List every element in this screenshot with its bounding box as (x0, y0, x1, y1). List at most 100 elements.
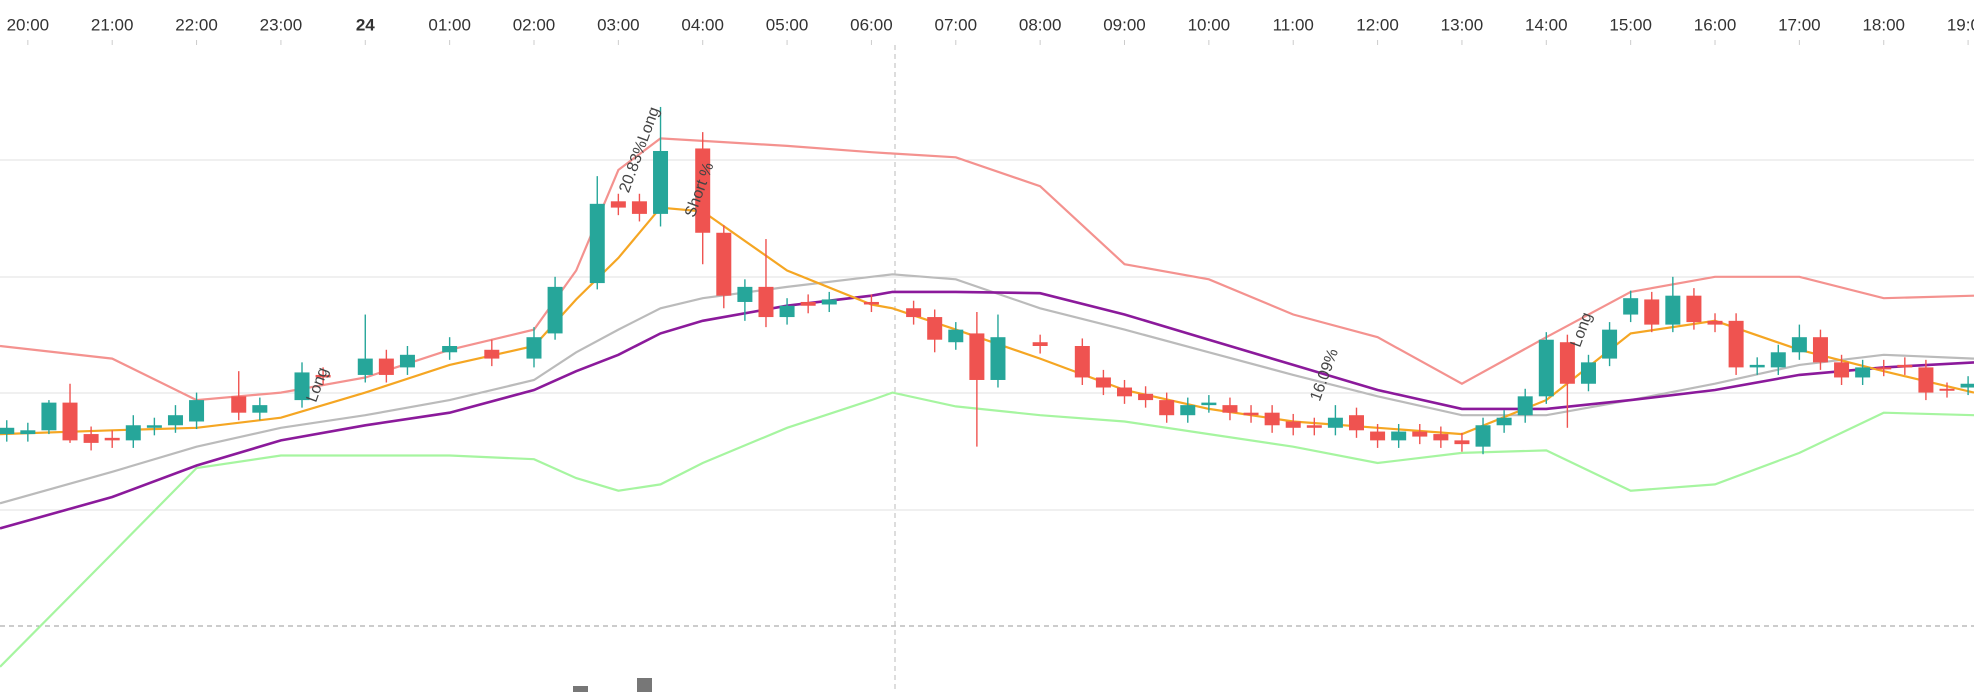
candle-body (653, 150, 669, 214)
candle-body (1412, 431, 1428, 437)
x-tick-label: 14:00 (1525, 15, 1568, 34)
x-tick-label: 24 (356, 15, 375, 34)
candle-body (1855, 367, 1871, 378)
candle-body (1918, 367, 1934, 393)
candle-body (927, 317, 943, 340)
x-tick-label: 08:00 (1019, 15, 1062, 34)
candle-body (1939, 388, 1955, 391)
candle-body (1644, 299, 1660, 325)
x-tick-label: 13:00 (1441, 15, 1484, 34)
candle-body (990, 337, 1006, 380)
candle-body (821, 299, 837, 305)
candle-body (1834, 362, 1850, 378)
candle-body (231, 396, 247, 413)
candle-body (1960, 383, 1974, 388)
candle-body (1117, 387, 1133, 397)
candle-body (104, 437, 120, 441)
candle-body (315, 374, 331, 378)
candle-body (20, 430, 36, 435)
candle-body (631, 201, 647, 214)
candle-body (1791, 337, 1807, 353)
candle-body (1602, 329, 1618, 359)
candle-body (1074, 346, 1090, 378)
candle-body (167, 415, 183, 426)
candle-body (1812, 337, 1828, 363)
candle-body (1707, 320, 1723, 325)
x-tick-label: 10:00 (1188, 15, 1231, 34)
volume-bar (637, 678, 652, 692)
candle-body (1454, 440, 1470, 445)
x-tick-label: 06:00 (850, 15, 893, 34)
candle-body (1475, 425, 1491, 447)
x-tick-label: 17:00 (1778, 15, 1821, 34)
x-tick-label: 05:00 (766, 15, 809, 34)
x-tick-label: 20:00 (7, 15, 50, 34)
candle-body (1517, 396, 1533, 416)
candle-body (399, 354, 415, 368)
candle-body (1665, 295, 1681, 325)
x-tick-label: 22:00 (175, 15, 218, 34)
candle-body (1580, 362, 1596, 384)
x-tick-label: 18:00 (1862, 15, 1905, 34)
x-tick-label: 16:00 (1694, 15, 1737, 34)
candle-body (0, 427, 15, 435)
candle-body (1749, 364, 1765, 368)
candle-body (1222, 405, 1238, 413)
candle-body (1391, 431, 1407, 441)
indicator-line (0, 290, 1974, 530)
indicator-line (0, 273, 1974, 505)
candles (0, 106, 1974, 455)
candle-body (1159, 400, 1175, 416)
candle-body (547, 286, 563, 334)
volume-bar (573, 686, 588, 692)
candle-body (146, 425, 162, 428)
x-tick-label: 23:00 (260, 15, 303, 34)
x-tick-label: 15:00 (1609, 15, 1652, 34)
candle-body (1433, 434, 1449, 441)
candle-body (1770, 352, 1786, 368)
indicator-line (0, 391, 1974, 668)
candle-body (1623, 298, 1639, 315)
candle-body (1876, 367, 1892, 370)
candle-body (442, 346, 458, 353)
candle-body (1559, 342, 1575, 384)
candle-body (1538, 339, 1554, 397)
candle-body (1138, 393, 1154, 401)
candle-body (1264, 412, 1280, 426)
candle-body (948, 329, 964, 343)
candle-body (1032, 342, 1048, 346)
indicators (0, 137, 1974, 668)
candle-body (1728, 320, 1744, 368)
x-tick-label: 02:00 (513, 15, 556, 34)
candle-body (1686, 295, 1702, 323)
candle-body (294, 372, 310, 401)
candle-body (41, 402, 57, 431)
candle-body (1095, 377, 1111, 388)
x-tick-label: 07:00 (935, 15, 978, 34)
x-tick-label: 04:00 (681, 15, 724, 34)
candle-body (83, 434, 99, 443)
x-tick-label: 01:00 (428, 15, 471, 34)
candle-body (758, 286, 774, 318)
x-tick-label: 12:00 (1356, 15, 1399, 34)
annotation: 16.09% (1307, 347, 1342, 404)
x-tick-label: 03:00 (597, 15, 640, 34)
candle-body (62, 402, 78, 441)
candle-body (252, 405, 268, 413)
candle-body (695, 148, 711, 233)
candle-body (863, 301, 879, 305)
indicator-line (0, 137, 1974, 402)
candle-body (589, 203, 605, 284)
x-tick-label: 21:00 (91, 15, 134, 34)
candle-body (1201, 402, 1217, 406)
candle-body (779, 305, 795, 318)
candle-body (1897, 364, 1913, 368)
candle-body (1327, 417, 1343, 428)
candle-body (1306, 425, 1322, 428)
candle-body (737, 286, 753, 302)
candle-body (800, 301, 816, 306)
candle-body (484, 349, 500, 359)
candle-body (1180, 405, 1196, 416)
